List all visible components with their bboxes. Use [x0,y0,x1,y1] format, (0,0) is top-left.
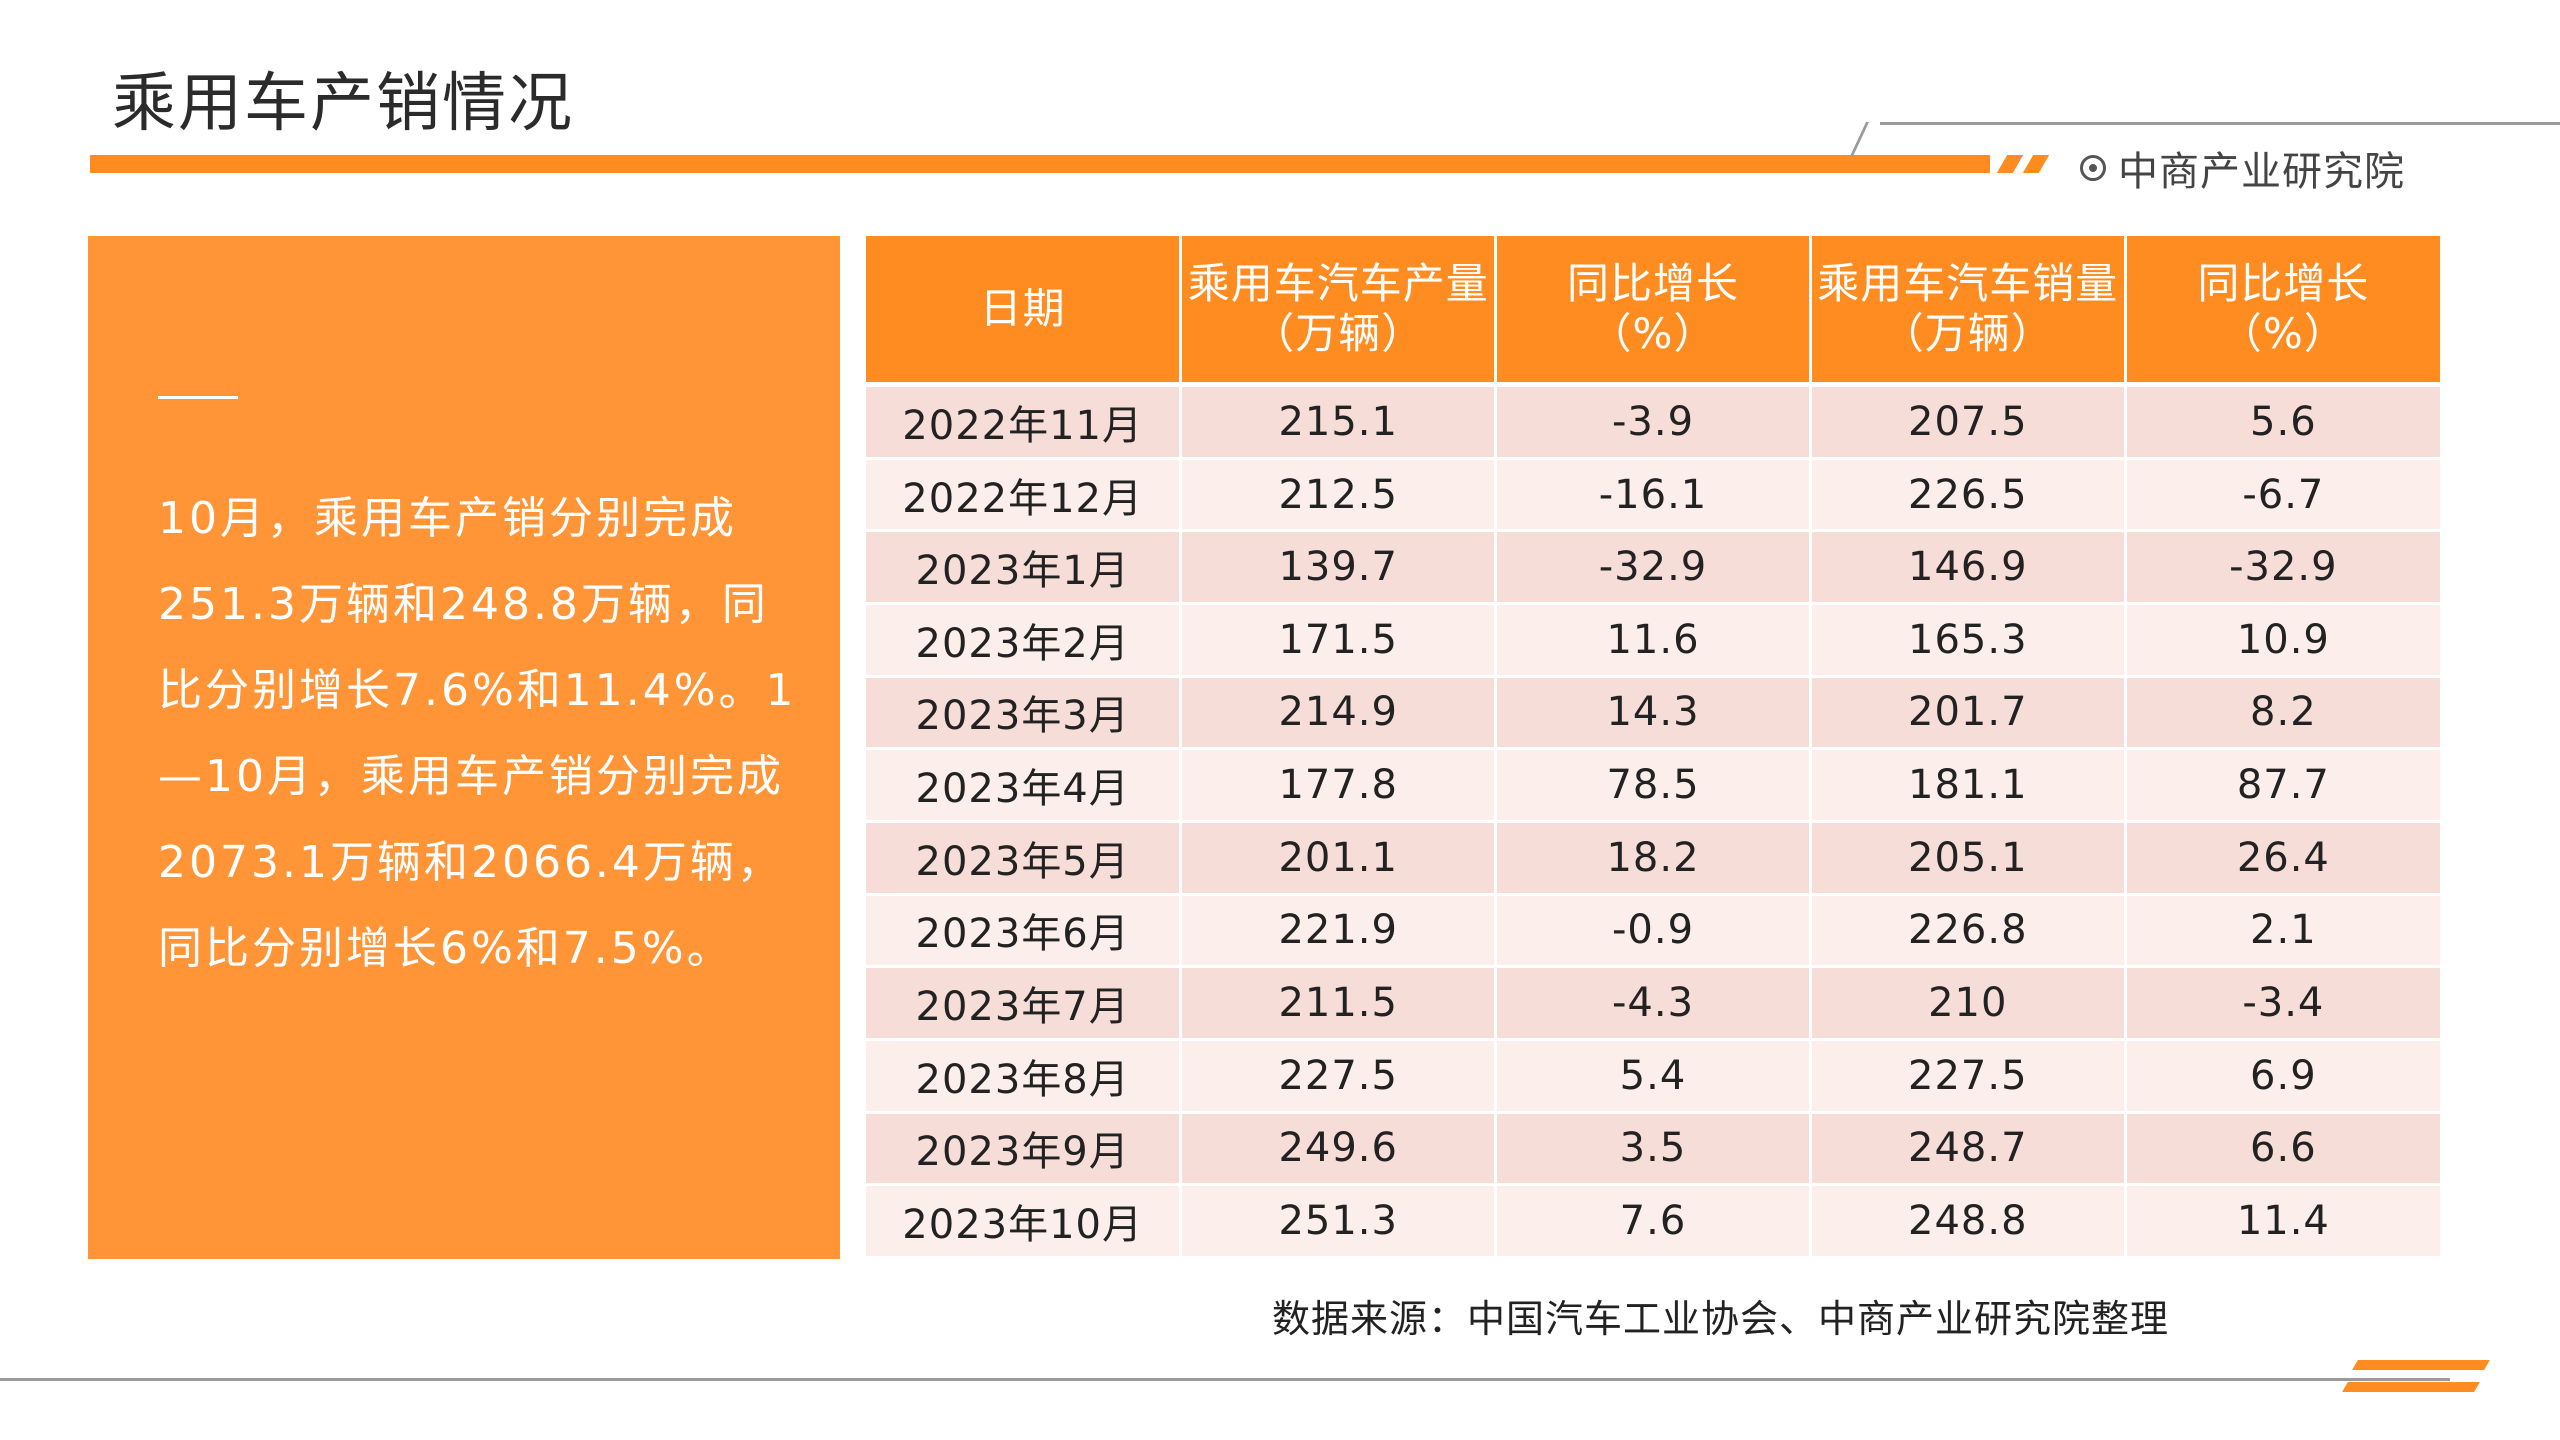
cell-production: 227.5 [1180,1039,1498,1114]
decorative-slashes [1996,155,2056,173]
cell-date: 2023年3月 [866,676,1183,751]
cell-date: 2023年4月 [866,748,1183,823]
cell-date: 2023年8月 [866,1039,1183,1114]
cell-production: 171.5 [1180,603,1498,678]
cell-sales: 146.9 [1810,530,2127,605]
cell-production: 212.5 [1180,458,1498,533]
bottom-divider [0,1378,2450,1381]
brand-logo: 中商产业研究院 [2080,140,2405,196]
table-row: 2023年3月 214.9 14.3 201.7 8.2 [866,676,2440,751]
cell-production: 249.6 [1180,1112,1498,1187]
cell-production-yoy: -4.3 [1495,966,1812,1041]
table-row: 2022年11月 215.1 -3.9 207.5 5.6 [866,384,2440,460]
cell-sales: 201.7 [1810,676,2127,751]
cell-production-yoy: -32.9 [1495,530,1812,605]
summary-text: 10月，乘用车产销分别完成251.3万辆和248.8万辆，同比分别增长7.6%和… [158,493,797,974]
corner-divider-line [1880,122,2560,125]
summary-dash [158,396,238,399]
cell-date: 2023年10月 [866,1184,1183,1259]
cell-sales: 205.1 [1810,821,2127,896]
header-production: 乘用车汽车产量 （万辆） [1180,236,1498,387]
cell-sales: 248.8 [1810,1184,2127,1259]
cell-date: 2023年1月 [866,530,1183,605]
data-source-note: 数据来源：中国汽车工业协会、中商产业研究院整理 [1272,1297,2170,1341]
table-header-row: 日期 乘用车汽车产量 （万辆） 同比增长 （%） 乘用车汽车销量 （万辆） 同比… [866,236,2440,387]
cell-sales: 165.3 [1810,603,2127,678]
cell-production-yoy: 14.3 [1495,676,1812,751]
cell-sales-yoy: 10.9 [2125,603,2440,678]
header-date: 日期 [866,236,1183,387]
cell-sales-yoy: 5.6 [2125,384,2440,460]
cell-production-yoy: 5.4 [1495,1039,1812,1114]
cell-production-yoy: 3.5 [1495,1112,1812,1187]
cell-sales: 226.8 [1810,894,2127,969]
cell-production: 215.1 [1180,384,1498,460]
table-row: 2023年2月 171.5 11.6 165.3 10.9 [866,603,2440,678]
cell-date: 2023年5月 [866,821,1183,896]
cell-production-yoy: -3.9 [1495,384,1812,460]
production-sales-table: 日期 乘用车汽车产量 （万辆） 同比增长 （%） 乘用车汽车销量 （万辆） 同比… [866,236,2440,1259]
cell-date: 2023年9月 [866,1112,1183,1187]
cell-production: 214.9 [1180,676,1498,751]
cell-date: 2022年11月 [866,384,1183,460]
cell-production-yoy: 11.6 [1495,603,1812,678]
cell-date: 2023年7月 [866,966,1183,1041]
cell-sales-yoy: 6.9 [2125,1039,2440,1114]
page-title: 乘用车产销情况 [112,67,574,141]
table-row: 2022年12月 212.5 -16.1 226.5 -6.7 [866,458,2440,533]
cell-sales: 207.5 [1810,384,2127,460]
table-row: 2023年9月 249.6 3.5 248.7 6.6 [866,1112,2440,1187]
header-production-yoy: 同比增长 （%） [1495,236,1812,387]
summary-panel: 10月，乘用车产销分别完成251.3万辆和248.8万辆，同比分别增长7.6%和… [88,236,840,1259]
cell-production: 139.7 [1180,530,1498,605]
cell-sales-yoy: 26.4 [2125,821,2440,896]
cell-date: 2023年2月 [866,603,1183,678]
brand-name: 中商产业研究院 [2118,149,2405,195]
table-row: 2023年8月 227.5 5.4 227.5 6.9 [866,1039,2440,1114]
cell-sales-yoy: -6.7 [2125,458,2440,533]
cell-production: 221.9 [1180,894,1498,969]
cell-production-yoy: 18.2 [1495,821,1812,896]
table-row: 2023年1月 139.7 -32.9 146.9 -32.9 [866,530,2440,605]
cell-sales: 226.5 [1810,458,2127,533]
table-row: 2023年4月 177.8 78.5 181.1 87.7 [866,748,2440,823]
cell-sales: 181.1 [1810,748,2127,823]
table-row: 2023年6月 221.9 -0.9 226.8 2.1 [866,894,2440,969]
table-row: 2023年7月 211.5 -4.3 210 -3.4 [866,966,2440,1041]
cell-sales-yoy: 6.6 [2125,1112,2440,1187]
table-row: 2023年5月 201.1 18.2 205.1 26.4 [866,821,2440,896]
corner-divider-slant [1850,122,1869,156]
cell-production-yoy: 7.6 [1495,1184,1812,1259]
cell-production-yoy: 78.5 [1495,748,1812,823]
cell-sales-yoy: -32.9 [2125,530,2440,605]
table-row: 2023年10月 251.3 7.6 248.8 11.4 [866,1184,2440,1259]
cell-production: 177.8 [1180,748,1498,823]
cell-production: 251.3 [1180,1184,1498,1259]
cell-production-yoy: -16.1 [1495,458,1812,533]
cell-sales-yoy: -3.4 [2125,966,2440,1041]
title-underline-bar [90,155,1990,173]
cell-sales: 210 [1810,966,2127,1041]
target-icon [2080,155,2106,181]
cell-date: 2022年12月 [866,458,1183,533]
cell-sales-yoy: 11.4 [2125,1184,2440,1259]
header-sales: 乘用车汽车销量 （万辆） [1810,236,2127,387]
cell-sales: 227.5 [1810,1039,2127,1114]
cell-sales-yoy: 87.7 [2125,748,2440,823]
cell-sales-yoy: 8.2 [2125,676,2440,751]
bottom-decoration [2342,1358,2490,1402]
cell-sales: 248.7 [1810,1112,2127,1187]
cell-sales-yoy: 2.1 [2125,894,2440,969]
cell-date: 2023年6月 [866,894,1183,969]
header-sales-yoy: 同比增长 （%） [2125,236,2440,387]
cell-production-yoy: -0.9 [1495,894,1812,969]
cell-production: 201.1 [1180,821,1498,896]
cell-production: 211.5 [1180,966,1498,1041]
